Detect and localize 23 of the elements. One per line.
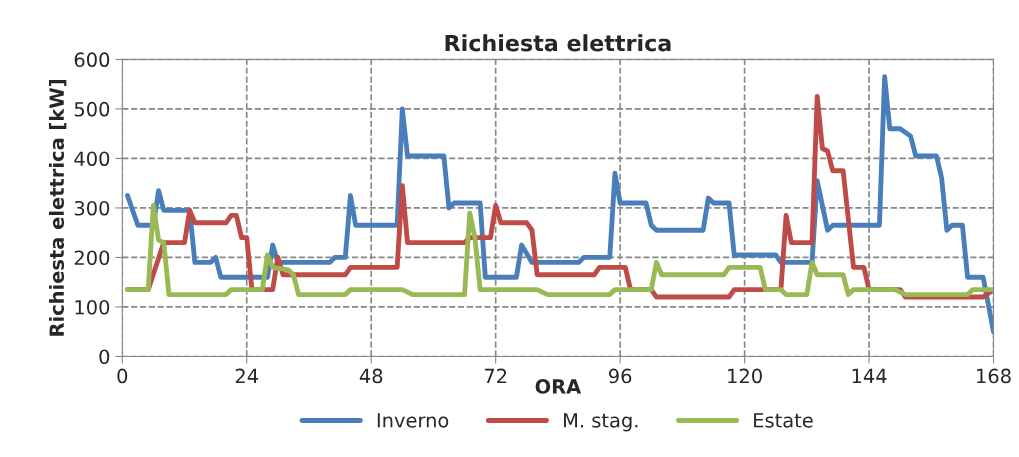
line-series	[125, 203, 994, 297]
chart-title: Richiesta elettrica	[445, 34, 671, 52]
x-tick-label: 120	[728, 368, 762, 384]
x-tick-label: 96	[608, 368, 632, 384]
x-tick-label: 144	[852, 368, 887, 384]
legend-label: Inverno	[377, 413, 449, 428]
y-tick-label: 500	[74, 101, 110, 117]
legend-label: Estate	[754, 413, 813, 428]
line-series	[125, 74, 994, 335]
x-tick-label: 168	[977, 368, 1011, 384]
x-axis-title: ORA	[535, 379, 582, 394]
y-tick-label: 200	[74, 250, 110, 266]
x-tick-label: 72	[484, 368, 507, 384]
x-tick-label: 24	[235, 368, 259, 384]
y-tick-label: 0	[99, 349, 110, 365]
y-tick-label: 400	[74, 151, 110, 167]
y-tick-label: 100	[75, 299, 110, 315]
x-tick-label: 48	[359, 368, 383, 384]
y-tick-label: 600	[74, 52, 110, 68]
legend-label: M. stag.	[564, 413, 638, 432]
x-tick-label: 0	[117, 368, 128, 384]
y-tick-label: 300	[74, 200, 110, 216]
y-axis-title: Richiesta elettrica [kW]	[48, 80, 67, 336]
